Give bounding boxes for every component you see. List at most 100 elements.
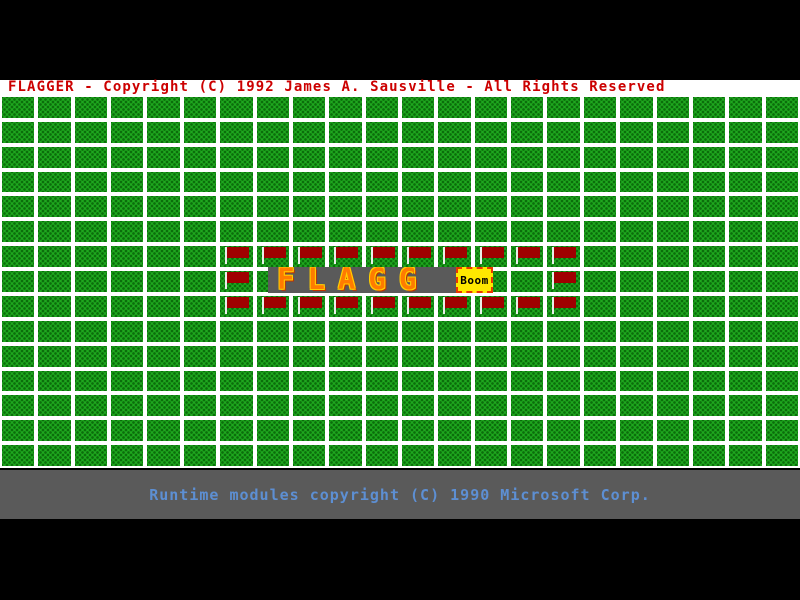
grid-tile[interactable]: [765, 320, 798, 342]
grid-tile[interactable]: [256, 445, 289, 466]
grid-tile[interactable]: [256, 121, 289, 143]
grid-tile[interactable]: [656, 97, 689, 118]
grid-tile[interactable]: [183, 271, 217, 292]
grid-tile[interactable]: [401, 320, 435, 342]
grid-tile[interactable]: [583, 395, 617, 417]
grid-tile[interactable]: [147, 295, 180, 317]
grid-tile[interactable]: [38, 445, 71, 466]
grid-tile[interactable]: [656, 445, 689, 466]
grid-tile[interactable]: [511, 395, 544, 417]
grid-tile[interactable]: [329, 295, 362, 317]
grid-tile[interactable]: [292, 420, 326, 442]
grid-tile[interactable]: [111, 445, 144, 466]
grid-tile[interactable]: [511, 246, 544, 268]
grid-tile[interactable]: [765, 221, 798, 243]
grid-tile[interactable]: [547, 445, 580, 466]
grid-tile[interactable]: [111, 295, 144, 317]
grid-tile[interactable]: [547, 246, 580, 268]
grid-tile[interactable]: [729, 271, 762, 292]
grid-tile[interactable]: [292, 295, 326, 317]
grid-tile[interactable]: [620, 121, 653, 143]
grid-tile[interactable]: [692, 445, 726, 466]
grid-tile[interactable]: [147, 271, 180, 292]
grid-tile[interactable]: [620, 320, 653, 342]
grid-tile[interactable]: [583, 420, 617, 442]
grid-tile[interactable]: [2, 171, 35, 193]
grid-tile[interactable]: [656, 171, 689, 193]
grid-tile[interactable]: [329, 121, 362, 143]
grid-tile[interactable]: [38, 395, 71, 417]
grid-tile[interactable]: [583, 146, 617, 168]
grid-tile[interactable]: [511, 121, 544, 143]
grid-tile[interactable]: [365, 97, 398, 118]
grid-tile[interactable]: [292, 370, 326, 392]
grid-tile[interactable]: [111, 97, 144, 118]
grid-tile[interactable]: [511, 445, 544, 466]
grid-tile[interactable]: [438, 221, 471, 243]
grid-tile[interactable]: [401, 171, 435, 193]
grid-tile[interactable]: [401, 146, 435, 168]
grid-tile[interactable]: [292, 171, 326, 193]
grid-tile[interactable]: [656, 320, 689, 342]
grid-tile[interactable]: [292, 395, 326, 417]
grid-tile[interactable]: [438, 395, 471, 417]
grid-tile[interactable]: [401, 420, 435, 442]
grid-tile[interactable]: [111, 146, 144, 168]
grid-tile[interactable]: [401, 97, 435, 118]
grid-tile[interactable]: [620, 246, 653, 268]
grid-tile[interactable]: [183, 246, 217, 268]
grid-tile[interactable]: [620, 97, 653, 118]
grid-tile[interactable]: [474, 221, 508, 243]
grid-tile[interactable]: [729, 196, 762, 218]
grid-tile[interactable]: [147, 370, 180, 392]
grid-tile[interactable]: [401, 196, 435, 218]
grid-tile[interactable]: [401, 221, 435, 243]
grid-tile[interactable]: [620, 395, 653, 417]
grid-tile[interactable]: [256, 370, 289, 392]
grid-tile[interactable]: [401, 370, 435, 392]
grid-tile[interactable]: [438, 97, 471, 118]
grid-tile[interactable]: [438, 121, 471, 143]
grid-tile[interactable]: [111, 320, 144, 342]
grid-tile[interactable]: [765, 171, 798, 193]
grid-tile[interactable]: [74, 320, 108, 342]
grid-tile[interactable]: [474, 121, 508, 143]
grid-tile[interactable]: [765, 121, 798, 143]
grid-tile[interactable]: [620, 221, 653, 243]
grid-tile[interactable]: [729, 395, 762, 417]
grid-tile[interactable]: [256, 97, 289, 118]
grid-tile[interactable]: [511, 345, 544, 367]
grid-tile[interactable]: [147, 121, 180, 143]
grid-tile[interactable]: [692, 246, 726, 268]
grid-tile[interactable]: [620, 271, 653, 292]
grid-tile[interactable]: [329, 420, 362, 442]
grid-tile[interactable]: [692, 345, 726, 367]
grid-tile[interactable]: [329, 395, 362, 417]
grid-tile[interactable]: [111, 221, 144, 243]
grid-tile[interactable]: [511, 320, 544, 342]
grid-tile[interactable]: [729, 221, 762, 243]
grid-tile[interactable]: [474, 420, 508, 442]
grid-tile[interactable]: [583, 370, 617, 392]
grid-tile[interactable]: [2, 196, 35, 218]
grid-tile[interactable]: [365, 295, 398, 317]
grid-tile[interactable]: [729, 146, 762, 168]
grid-tile[interactable]: [74, 146, 108, 168]
grid-tile[interactable]: [511, 221, 544, 243]
grid-tile[interactable]: [729, 246, 762, 268]
grid-tile[interactable]: [765, 97, 798, 118]
grid-tile[interactable]: [329, 171, 362, 193]
grid-tile[interactable]: [692, 295, 726, 317]
grid-tile[interactable]: [38, 345, 71, 367]
grid-tile[interactable]: [474, 146, 508, 168]
grid-tile[interactable]: [2, 420, 35, 442]
grid-tile[interactable]: [547, 271, 580, 292]
grid-tile[interactable]: [256, 171, 289, 193]
grid-tile[interactable]: [74, 196, 108, 218]
grid-tile[interactable]: [74, 370, 108, 392]
grid-tile[interactable]: [74, 246, 108, 268]
grid-tile[interactable]: [438, 295, 471, 317]
grid-tile[interactable]: [256, 395, 289, 417]
grid-tile[interactable]: [38, 370, 71, 392]
grid-tile[interactable]: [765, 196, 798, 218]
